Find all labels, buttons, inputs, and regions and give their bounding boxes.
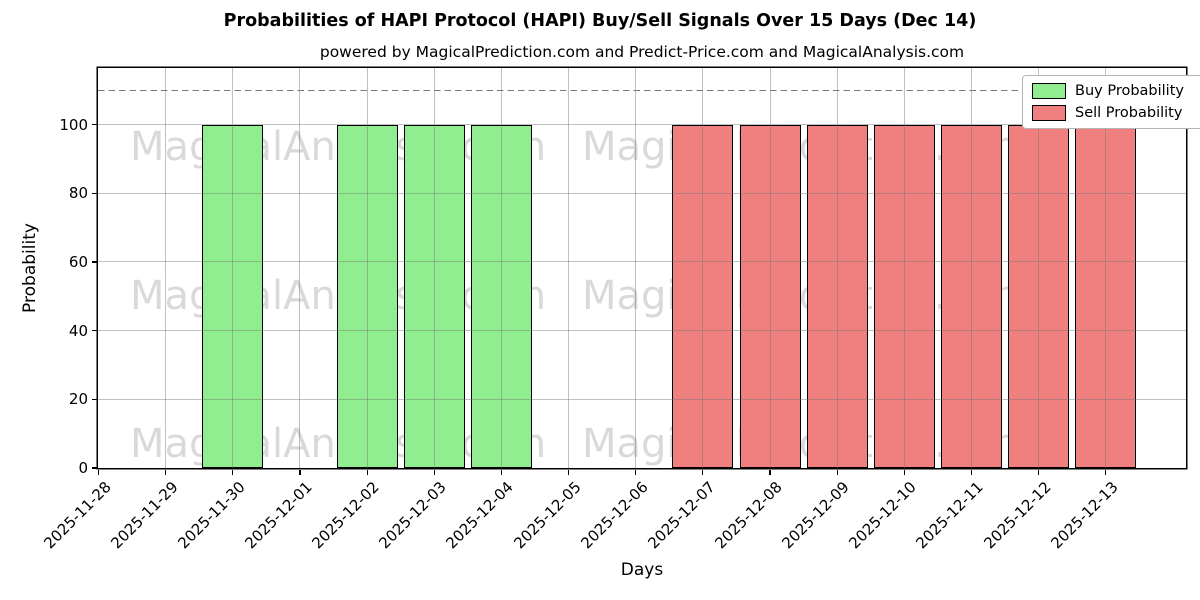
x-tick-mark [769,469,771,475]
legend-item-buy: Buy Probability [1032,83,1200,99]
gridline-vertical [433,68,435,468]
x-tick-mark [903,469,905,475]
x-tick-mark [232,469,234,475]
gridline-vertical [366,68,368,468]
gridline-horizontal [98,330,1186,332]
x-tick-mark [567,469,570,475]
x-tick-mark [970,469,973,475]
buy-probability-swatch [1032,83,1066,99]
bar-sell [940,124,1002,468]
x-tick-mark [97,469,100,475]
gridline-vertical [836,68,838,468]
x-tick-mark [366,469,368,475]
x-tick-mark [635,469,637,475]
legend: Buy Probability Sell Probability [1022,75,1200,129]
x-tick-mark [165,469,167,475]
x-axis-label: Days [620,560,664,580]
y-tick-label: 60 [68,252,88,271]
y-tick-label: 0 [78,459,88,477]
gridline-vertical [635,68,637,468]
chart-subtitle: powered by MagicalPrediction.com and Pre… [319,43,965,61]
gridline-vertical [769,68,771,468]
y-axis-label: Probability [20,223,40,313]
bar-buy [336,124,398,468]
x-tick-mark [299,469,301,475]
x-tick-mark [433,469,435,475]
y-tick-mark [91,330,97,332]
gridline-vertical [232,68,234,468]
gridline-vertical [1105,68,1107,468]
y-tick-mark [91,467,97,469]
bar-sell [739,124,801,468]
y-tick-mark [91,261,97,263]
threshold-dashed-line [98,89,1186,91]
y-tick-label: 40 [68,321,88,340]
gridline-vertical [702,68,704,468]
y-tick-mark [91,398,97,400]
y-tick-label: 80 [68,184,88,203]
x-tick-mark [500,469,502,475]
bar-sell [873,124,935,468]
legend-item-sell: Sell Probability [1032,105,1200,121]
x-tick-mark [1105,469,1107,475]
chart-title: Probabilities of HAPI Protocol (HAPI) Bu… [223,11,977,31]
gridline-vertical [165,68,167,468]
bar-sell [806,124,868,468]
x-tick-mark [702,469,704,475]
bar-buy [202,124,264,468]
gridline-vertical [970,68,972,468]
gridline-horizontal [98,124,1186,126]
x-tick-mark [836,469,838,475]
legend-label-buy: Buy Probability [1075,83,1184,99]
y-tick-mark [91,192,97,194]
gridline-vertical [568,68,570,468]
y-tick-label: 20 [68,390,88,409]
y-tick-label: 100 [59,115,88,134]
sell-probability-swatch [1032,105,1066,121]
bar-buy [470,124,532,468]
gridline-vertical [1038,68,1040,468]
gridline-vertical [903,68,905,468]
gridline-vertical [299,68,301,468]
gridline-horizontal [98,398,1186,400]
gridline-vertical [500,68,502,468]
plot-area: MagicalAnalysis.comMagicalPrediction.com… [98,68,1186,468]
bar-buy [403,124,465,468]
gridline-horizontal [98,192,1186,194]
gridline-horizontal [98,261,1186,263]
bar-sell [672,124,734,468]
x-tick-mark [1038,469,1040,475]
y-tick-mark [91,124,97,126]
bar-sell [1075,124,1137,468]
legend-label-sell: Sell Probability [1075,105,1183,121]
